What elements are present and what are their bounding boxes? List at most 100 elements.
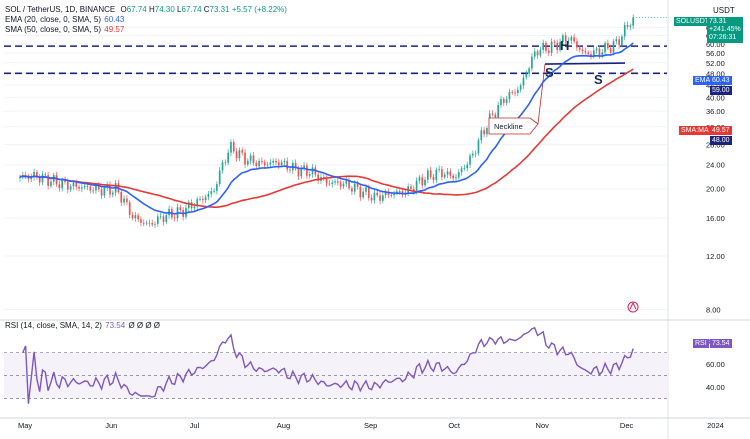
candle-body [95,185,97,191]
candle-body [623,24,626,37]
price-tick-label: 20.00 [706,185,725,194]
candle-body [89,186,92,191]
candle-body [457,172,460,178]
symbol-title: SOL / TetherUS, 1D, BINANCE [5,5,116,14]
sma-50-line [19,68,634,208]
candle-body [249,155,252,161]
month-label: Dec [620,421,634,430]
ema-legend[interactable]: EMA (20, close, 0, SMA, 5) 60.43 [5,15,124,25]
chart-legend-title: SOL / TetherUS, 1D, BINANCE O67.74 H74.3… [5,5,287,15]
ema-legend-label: EMA (20, close, 0, SMA, 5) [5,15,102,24]
price-tick-label: 40.00 [706,93,725,102]
price-change: +5.57 (+8.22%) [231,5,287,14]
candle-body [44,174,47,176]
candle-body [477,140,480,154]
candle-body [486,128,488,135]
candle-body [204,197,207,201]
head-label: H [560,38,569,53]
candle-body [435,169,438,181]
sma-value-tag: 49.57 [710,126,732,135]
candle-body [373,192,376,201]
candle-body [308,174,311,176]
candle-body [553,41,556,43]
candle-body [491,113,494,115]
candle-body [100,189,103,196]
candle-body [128,202,131,215]
price-tick-label: 24.00 [706,161,725,170]
rsi-tick-label: 60.00 [706,360,725,369]
candle-body [244,152,246,165]
candle-body [564,35,567,42]
candle-body [283,160,286,163]
countdown-value: 07:26:31 [709,34,737,41]
candle-body [173,217,176,219]
candle-body [201,199,204,201]
candle-body [618,39,620,46]
candle-body [384,191,387,196]
candle-body [334,181,336,183]
price-tick-label: 8.00 [706,305,721,314]
candle-body [533,51,536,57]
candle-body [550,41,553,53]
replay-icon[interactable] [627,301,639,313]
candle-body [275,160,277,163]
candle-body [190,202,193,209]
level-upper-tag: 59.00 [710,86,732,95]
candle-body [232,142,235,152]
candle-body [235,151,238,159]
candle-body [103,187,106,196]
candle-body [289,169,291,171]
price-tick-label: 16.00 [706,214,725,223]
candle-body [69,186,72,190]
candle-body [145,222,148,224]
candle-body [514,92,516,94]
month-label: Sep [364,421,377,430]
candle-body [429,170,432,177]
neckline-callout: Neckline [488,117,539,135]
candle-body [398,191,401,193]
rsi-legend[interactable]: RSI (14, close, SMA, 14, 2) 73.54 Ø Ø Ø … [5,321,160,331]
candle-body [331,182,334,184]
candle-body [227,152,229,163]
price-tick-label: 52.00 [706,59,725,68]
candle-body [61,179,64,189]
candle-body [221,162,224,171]
candle-body [280,162,283,166]
month-label: Oct [448,421,461,430]
candle-body [213,190,215,192]
rsi-value-tag: 73.54 [710,339,732,348]
candle-body [311,167,314,175]
candle-body [272,160,274,163]
candle-body [590,54,592,56]
candle-body [294,162,297,169]
price-tick-label: 12.00 [706,252,725,261]
candle-body [210,191,213,194]
candle-body [109,184,111,195]
candle-body [356,183,359,187]
candle-body [410,186,412,189]
candle-body [154,223,156,225]
neckline-pointer [537,64,546,125]
candle-body [547,50,550,53]
candle-body [30,177,33,180]
candle-body [218,170,221,185]
candle-body [629,25,632,27]
candle-body [258,160,260,167]
candle-body [581,49,584,52]
price-tick-label: 48.00 [706,69,725,78]
sma-legend[interactable]: SMA (50, close, 0, SMA, 5) 49.57 [5,25,124,35]
candle-body [303,165,305,168]
candle-body [393,193,395,196]
candle-body [137,215,139,220]
candle-body [505,99,508,103]
candle-body [502,98,505,103]
candle-body [500,98,502,106]
rsi-legend-value: 73.54 [105,321,126,330]
rsi-legend-extra: Ø Ø Ø Ø [128,321,160,330]
currency-label: USDT [713,6,735,15]
candle-body [131,214,134,219]
ohlc-low-label: L [177,5,182,14]
candle-body [81,187,83,189]
last-price-tag: 73.31 +241.45% 07:26:31 [707,17,743,43]
